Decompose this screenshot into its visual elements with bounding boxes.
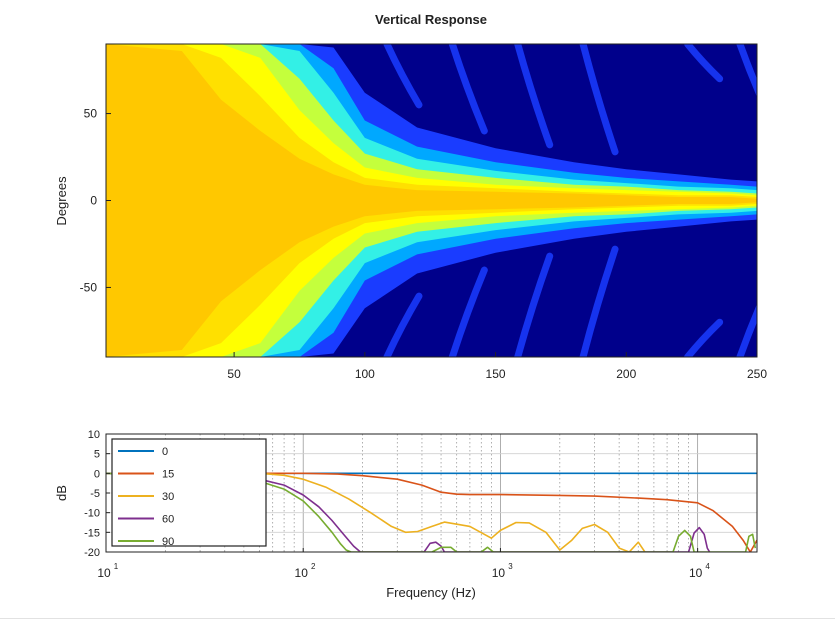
legend-label-0: 0 [162, 446, 168, 458]
legend-label-15: 15 [162, 469, 174, 481]
heatmap-y-tick-label: 0 [90, 194, 97, 208]
heatmap-side-lobe [448, 44, 488, 135]
series-line-30 [106, 472, 646, 552]
heatmap-side-lobe [579, 44, 619, 156]
heatmap-contour-level-7 [106, 44, 757, 357]
heatmap-side-lobe [736, 44, 757, 98]
line-x-tick-exponent: 3 [508, 562, 513, 571]
line-y-tick-label: 10 [88, 429, 100, 441]
line-x-tick-label: 10 [492, 566, 506, 580]
heatmap-side-lobe [684, 44, 724, 83]
line-y-tick-label: -20 [84, 547, 100, 559]
heatmap-side-lobe [579, 245, 619, 357]
series-line-15 [106, 472, 757, 552]
series-line-60 [106, 472, 711, 552]
heatmap-side-lobe [383, 44, 423, 109]
heatmap-title: Vertical Response [375, 12, 487, 27]
line-x-tick-label: 10 [295, 566, 309, 580]
line-y-tick-label: 0 [94, 468, 100, 480]
line-y-tick-label: -15 [84, 527, 100, 539]
line-y-axis-label: dB [54, 485, 69, 501]
heatmap-side-lobe [684, 318, 724, 357]
legend-box [111, 438, 267, 547]
line-y-tick-label: 5 [94, 449, 100, 461]
legend-label-90: 90 [162, 536, 174, 548]
footer-divider [0, 618, 835, 619]
heatmap-plot-area [105, 43, 758, 358]
line-x-tick-exponent: 2 [311, 562, 316, 571]
line-x-tick-exponent: 1 [114, 562, 119, 571]
heatmap-side-lobe [514, 44, 554, 149]
line-x-tick-label: 10 [689, 566, 703, 580]
line-x-axis-label: Frequency (Hz) [386, 585, 476, 600]
heatmap-x-tick-label: 50 [227, 367, 241, 381]
line-y-tick-label: -10 [84, 508, 100, 520]
heatmap-y-tick-label: -50 [80, 280, 98, 294]
heatmap-side-lobe [383, 292, 423, 357]
heatmap-side-lobe [448, 266, 488, 357]
heatmap-side-lobe [514, 252, 554, 357]
legend-label-30: 30 [162, 491, 174, 503]
heatmap-y-axis-label: Degrees [54, 176, 69, 226]
legend-label-60: 60 [162, 514, 174, 526]
series-line-90 [106, 472, 757, 552]
line-y-tick-label: -5 [90, 488, 100, 500]
heatmap-x-tick-label: 150 [486, 367, 506, 381]
legend: 0 15 30 60 90 [111, 438, 267, 548]
heatmap-x-tick-label: 100 [355, 367, 375, 381]
heatmap-y-tick-label: 50 [84, 107, 98, 121]
heatmap-x-tick-label: 200 [616, 367, 636, 381]
line-x-tick-label: 10 [97, 566, 111, 580]
heatmap-x-tick-label: 250 [747, 367, 767, 381]
line-x-tick-exponent: 4 [705, 562, 710, 571]
heatmap-side-lobe [736, 303, 757, 357]
